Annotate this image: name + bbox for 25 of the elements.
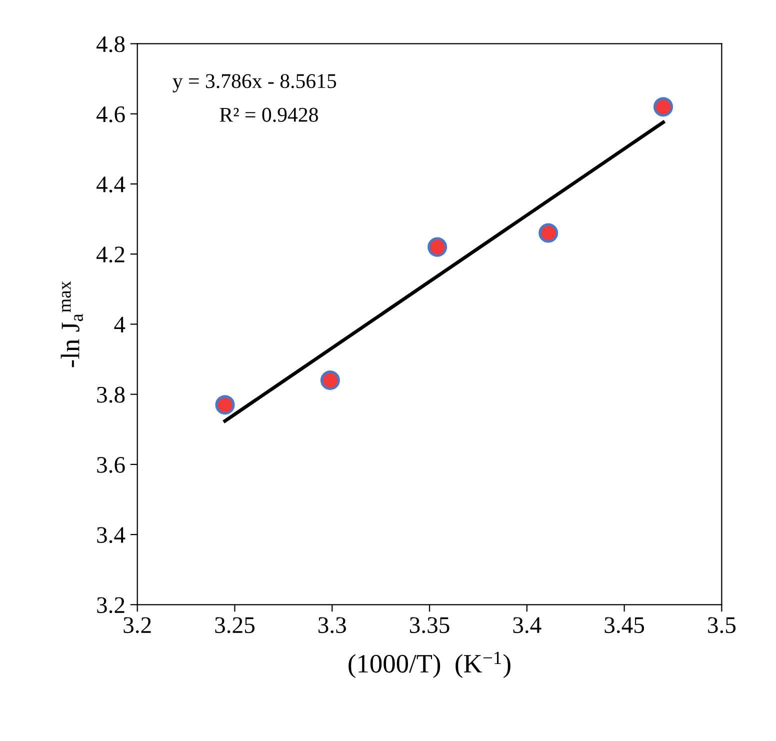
point [538, 223, 558, 243]
point [653, 97, 673, 117]
y-axis-title: -ln J$_{a}$$^{max}$ [60, 281, 83, 368]
annotation: y = 3.786x - 8.5615 [172, 74, 336, 92]
y-tick-label: 4.2 [96, 246, 124, 263]
x-tick-label: 3.45 [604, 617, 644, 634]
y-tick-label: 3.8 [97, 386, 125, 403]
y-tick-label: 3.6 [97, 456, 125, 473]
annotation: R² = 0.9428 [220, 108, 318, 122]
y-tick-label: 3.4 [97, 527, 126, 544]
x-tick-label: 3.2 [124, 617, 151, 634]
point [428, 237, 448, 257]
x-tick-label: 3.25 [215, 617, 254, 634]
y-tick-label: 4.4 [96, 176, 126, 192]
x-tick-label: 3.3 [318, 617, 346, 634]
x-axis-title: (1000/T) (K$^{−1}$) [348, 652, 510, 678]
y-tick-label: 4.8 [96, 36, 125, 52]
x-tick-label: 3.35 [410, 617, 450, 634]
x-tick-label: 3.5 [708, 617, 736, 634]
x-tick-label: 3.4 [513, 617, 542, 634]
y-tick-label: 4 [114, 316, 126, 332]
point [320, 370, 340, 390]
y-tick-label: 4.6 [96, 106, 125, 122]
y-tick-label: 3.2 [97, 597, 124, 614]
point [215, 395, 235, 415]
